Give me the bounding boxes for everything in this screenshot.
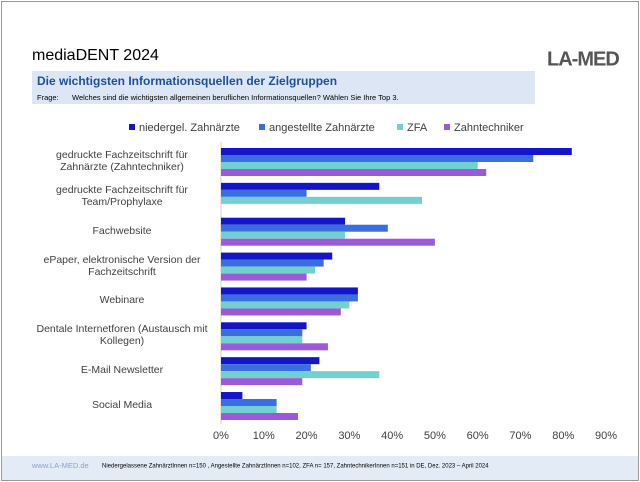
bar [221,301,350,309]
bar [221,273,307,281]
y-tick-label: Social Media [91,399,153,412]
bar [221,364,311,372]
bar [221,406,277,414]
bar [221,238,435,246]
x-tick-label: 80% [552,430,574,442]
bar [221,357,320,365]
x-tick-label: 20% [296,430,318,442]
footer-note: Niedergelassene ZahnärztInnen n=150 , An… [102,464,489,470]
bar [221,252,333,260]
x-tick-label: 0% [213,430,229,442]
bar [221,162,478,169]
legend-swatch [129,124,135,130]
x-tick-label: 50% [424,430,446,442]
y-tick-label: gedruckte Fachzeitschrift für Zahnärzte … [56,149,188,173]
x-tick-label: 70% [509,430,531,442]
footer-site: www.LA-MED.de [31,461,89,470]
x-tick-label: 40% [381,430,403,442]
legend-label: angestellte Zahnärzte [269,122,375,134]
bar [221,378,303,386]
subtitle: Die wichtigsten Informationsquellen der … [37,74,337,88]
bar [221,148,572,155]
bar [221,182,380,190]
x-tick-label: 60% [467,430,489,442]
legend-label: ZFA [407,122,428,134]
y-tick-label: Dentale Internetforen (Austausch mit Kol… [36,323,208,348]
legend-label: Zahntechniker [454,122,524,134]
bar [221,259,324,267]
bar [221,322,307,330]
bar [221,371,380,379]
bar [221,189,307,197]
bar [221,155,534,162]
bar [221,308,341,316]
question: Welches sind die wichtigsten allgemeinen… [72,93,399,102]
header-band [32,71,535,104]
bar [221,329,303,337]
x-tick-label: 10% [253,430,275,442]
bar [221,413,298,421]
legend-swatch [259,124,265,130]
bar [221,169,487,176]
y-tick-label: E-Mail Newsletter [80,364,164,377]
question-label: Frage: [37,93,59,102]
logo: LA-MED [547,48,619,70]
legend-label: niedergel. Zahnärzte [139,122,240,134]
legend-swatch [444,124,450,130]
y-tick-label: Fachwebsite [92,224,152,237]
bar [221,266,316,274]
bar [221,294,358,302]
bar [221,399,277,407]
bar [221,196,423,204]
y-tick-label: gedruckte Fachzeitschrift für Team/Proph… [56,183,188,208]
legend-swatch [397,124,403,130]
slide-title: mediaDENT 2024 [32,47,159,64]
footer-band [2,456,638,480]
bar [221,287,358,295]
y-tick-label: Webinare [99,294,145,307]
bar [221,224,388,232]
x-tick-label: 30% [338,430,360,442]
y-tick-label: ePaper, elektronische Version der Fachze… [43,253,201,278]
bar [221,336,303,344]
bar [221,392,243,400]
bar [221,231,346,239]
bar [221,217,346,225]
bar [221,343,328,351]
x-tick-label: 90% [595,430,617,442]
